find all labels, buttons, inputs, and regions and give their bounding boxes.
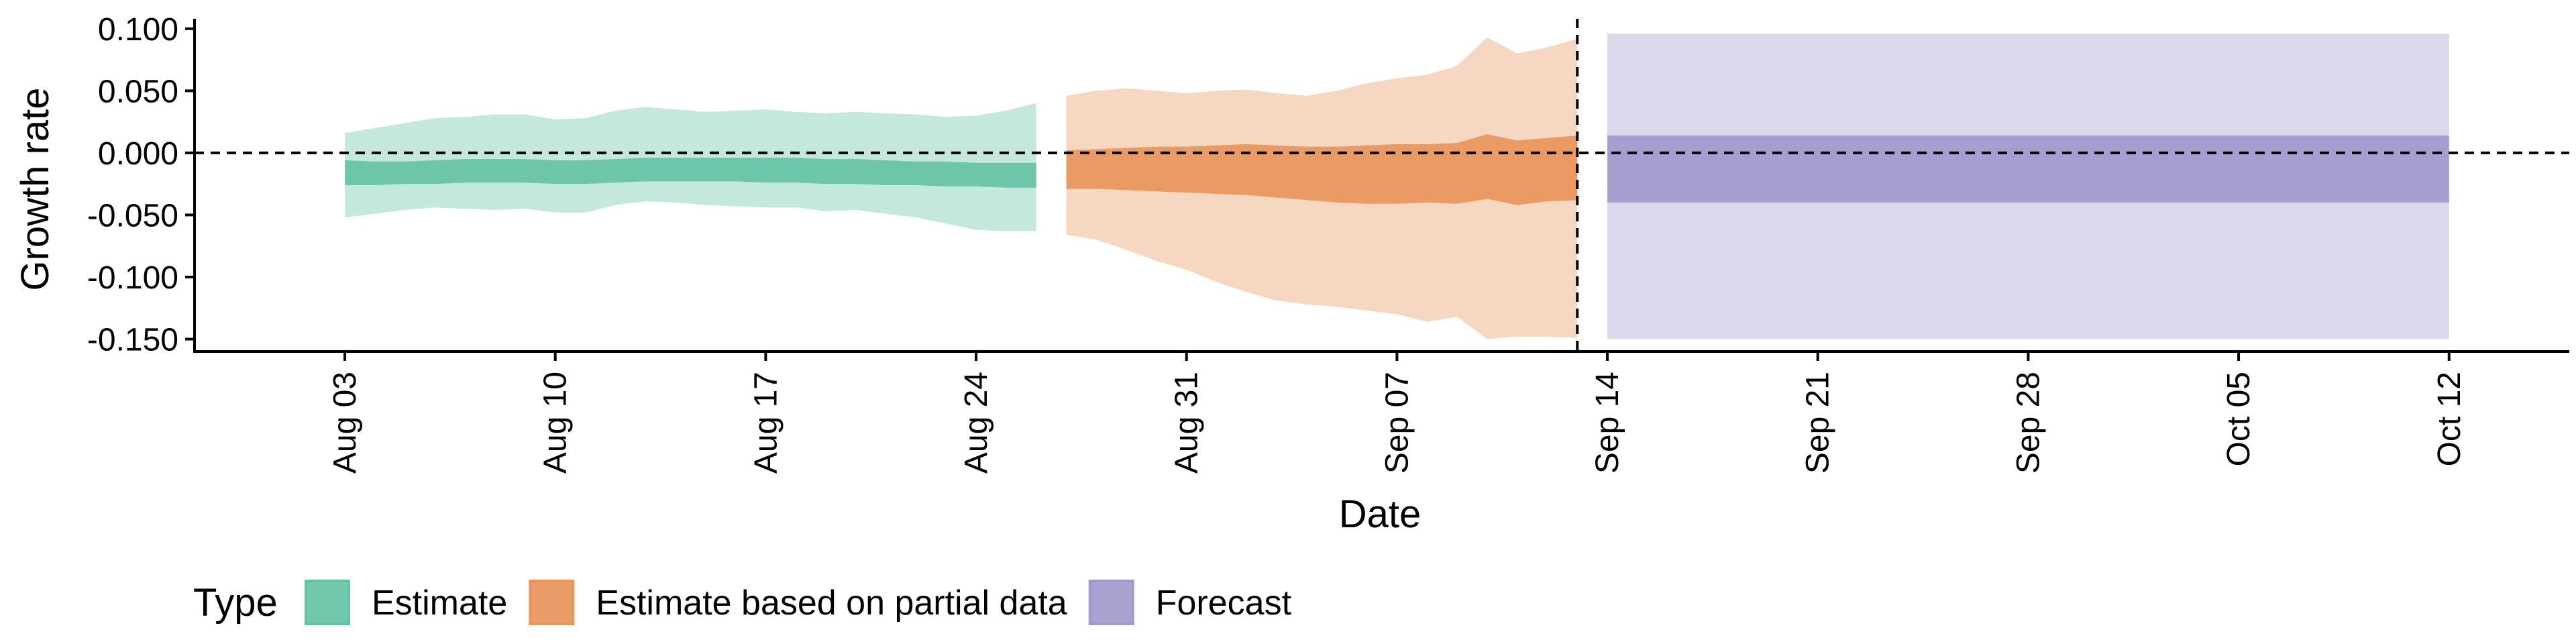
forecast-inner-band	[1607, 136, 2449, 203]
x-tick-label: Aug 24	[959, 372, 994, 474]
legend-label-estimate-based-on-partial-data: Estimate based on partial data	[596, 584, 1067, 623]
legend-title: Type	[193, 581, 278, 625]
y-tick-label: -0.150	[87, 322, 178, 358]
legend-swatch-forecast	[1088, 580, 1134, 625]
x-tick-label: Aug 17	[748, 372, 784, 474]
y-tick-label: 0.000	[98, 136, 178, 172]
y-tick-label: -0.100	[87, 260, 178, 296]
x-tick-label: Oct 12	[2432, 372, 2467, 466]
legend: Type Estimate Estimate based on partial d…	[193, 580, 1292, 625]
legend-label-forecast: Forecast	[1156, 584, 1292, 623]
reference-lines	[195, 19, 2569, 352]
x-tick-label: Sep 14	[1590, 372, 1625, 474]
x-tick-label: Aug 03	[327, 372, 363, 474]
legend-swatch-estimate	[305, 580, 350, 625]
legend-label-estimate: Estimate	[372, 584, 507, 623]
estimate-inner-band	[345, 158, 1036, 188]
ribbons-layer	[345, 34, 2449, 339]
x-tick-label: Aug 10	[538, 372, 574, 474]
y-axis-title: Growth rate	[13, 88, 57, 291]
x-tick-label: Sep 21	[1801, 372, 1836, 474]
y-tick-label: 0.050	[98, 74, 178, 109]
x-tick-label: Sep 28	[2010, 372, 2046, 474]
axes: 0.100 0.050 0.000 -0.050 -0.100 -0.150 Aug 03 A…	[87, 12, 2569, 474]
x-tick-label: Aug 31	[1169, 372, 1205, 474]
x-tick-label: Sep 07	[1379, 372, 1415, 474]
legend-swatch-estimate-based-on-partial-data	[529, 580, 575, 625]
y-tick-label: -0.050	[87, 198, 178, 233]
x-tick-label: Oct 05	[2221, 372, 2257, 466]
x-axis-title: Date	[1339, 492, 1421, 536]
y-tick-label: 0.100	[98, 12, 178, 48]
